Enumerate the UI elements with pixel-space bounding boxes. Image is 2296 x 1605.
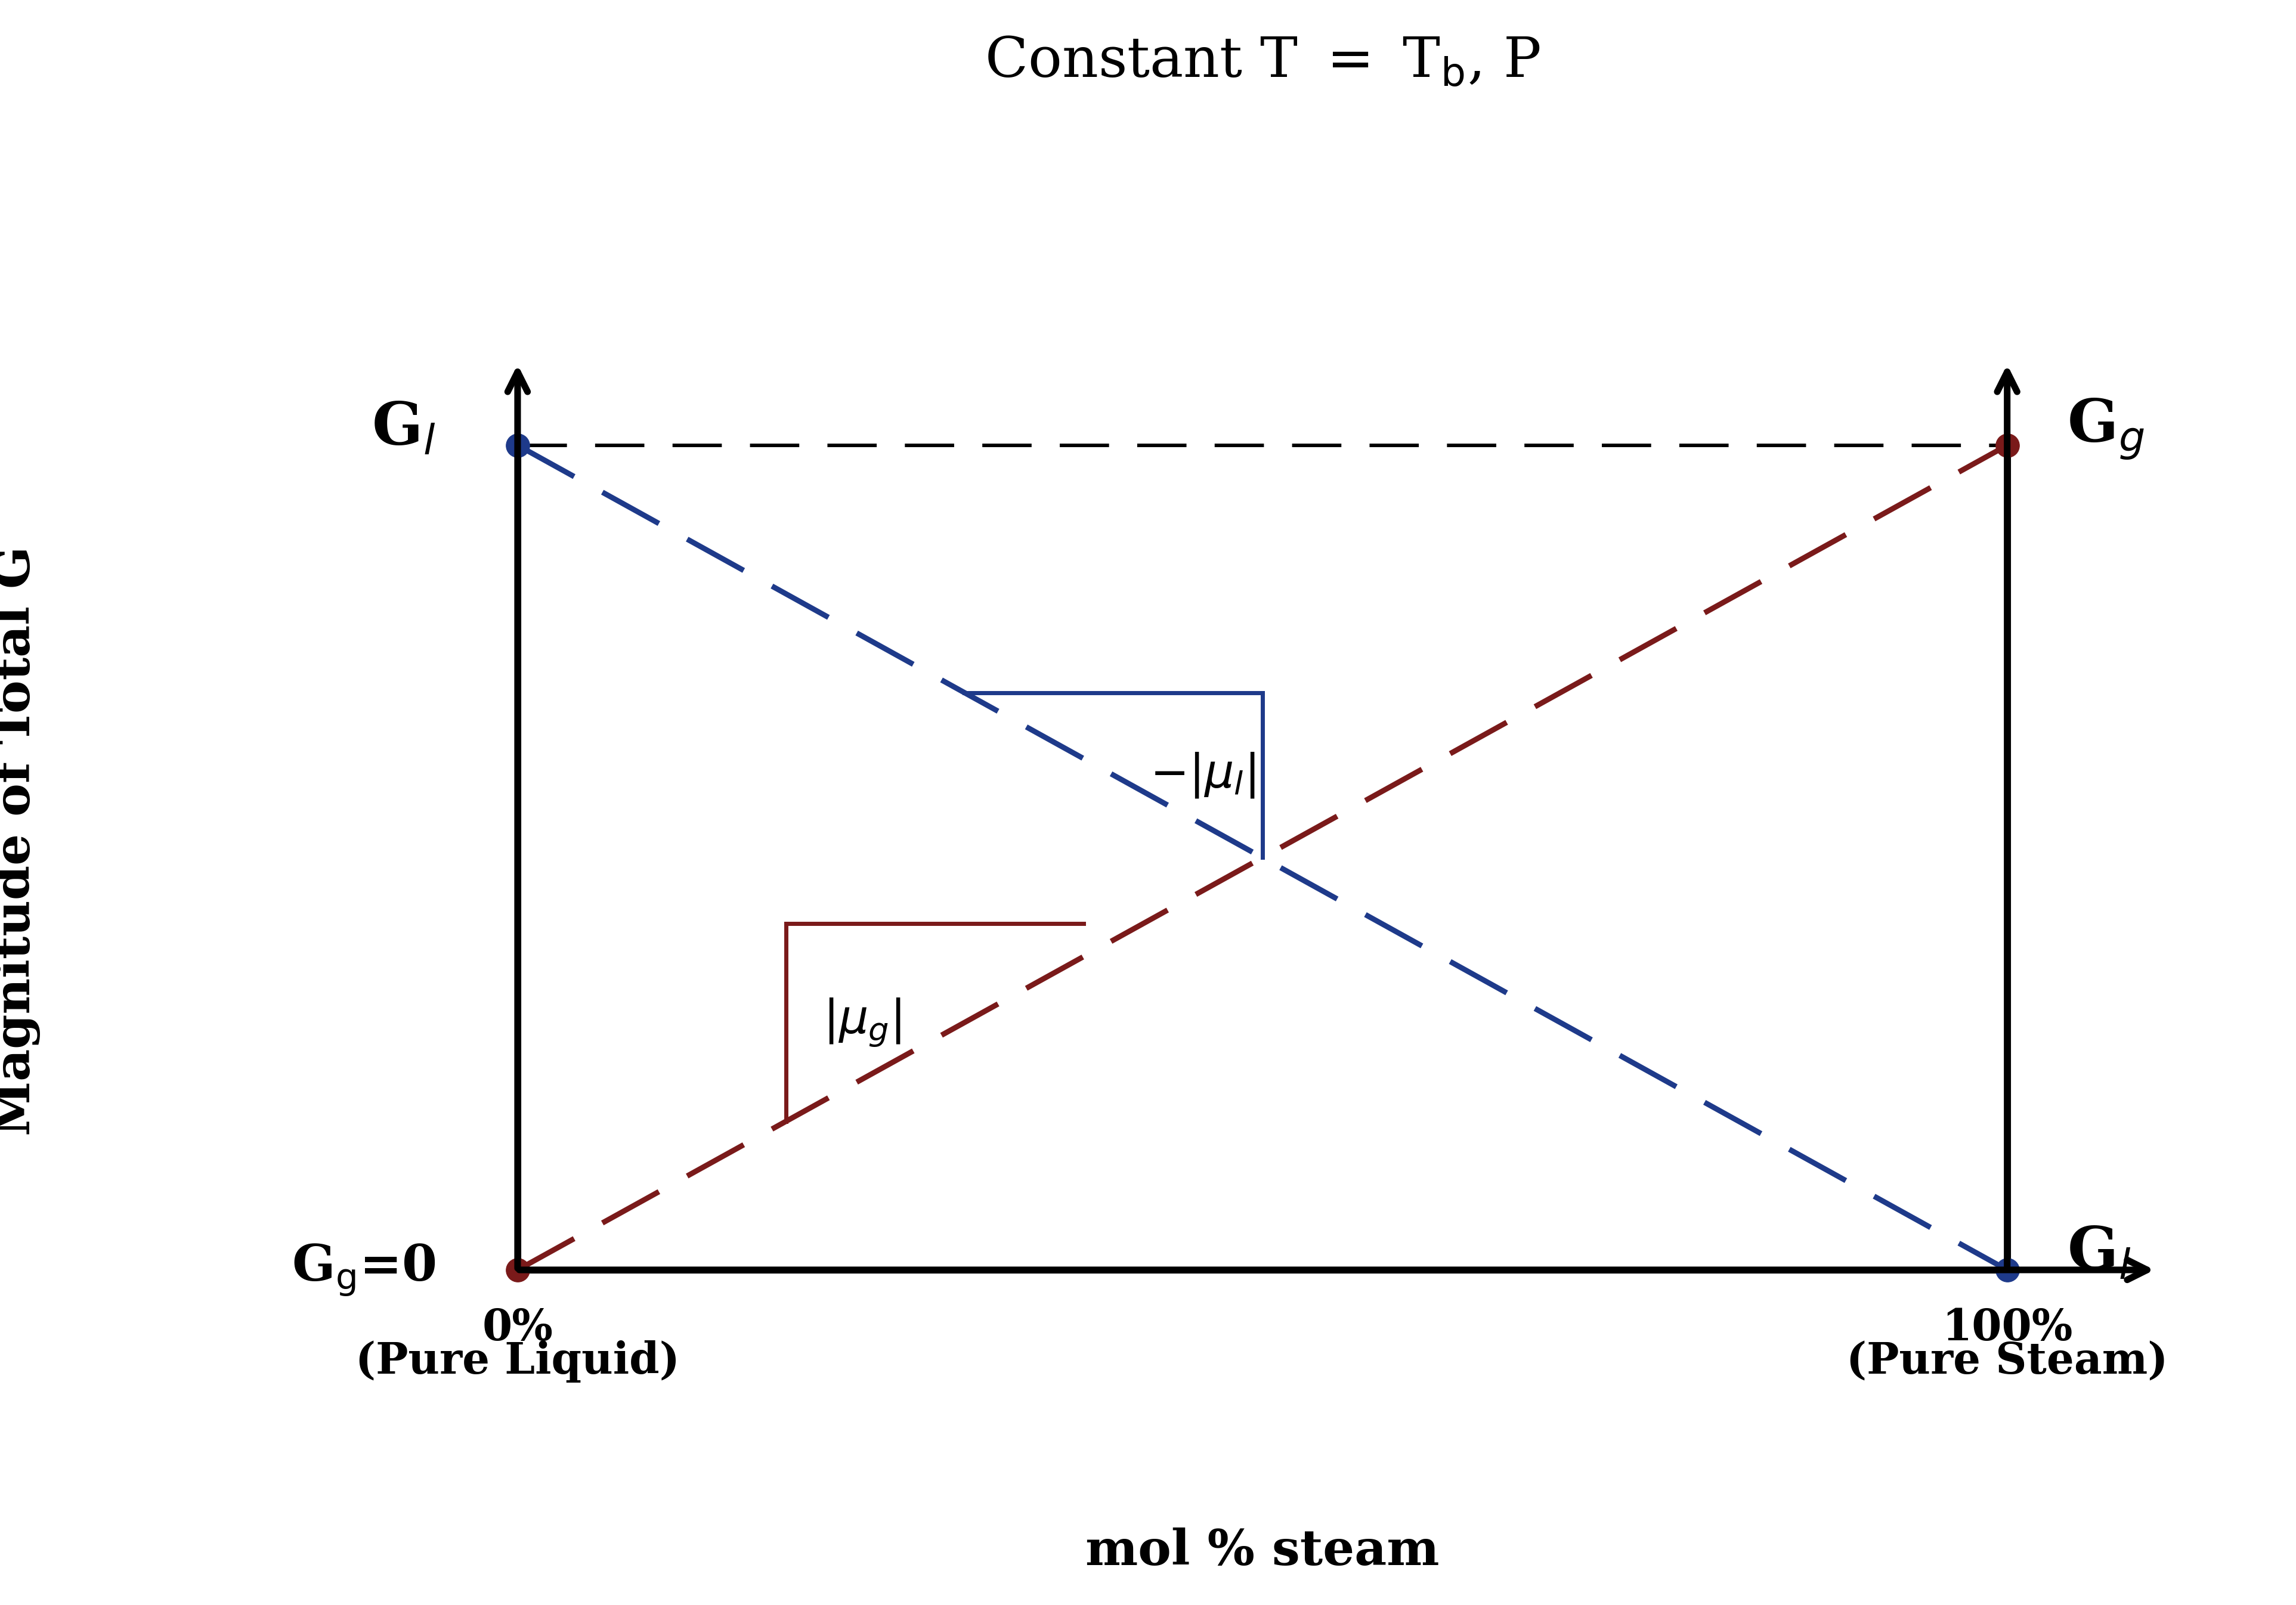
Text: G$_l$: G$_l$ xyxy=(2066,1225,2131,1282)
Text: Magnitude of Total G: Magnitude of Total G xyxy=(0,546,41,1136)
Text: 0%: 0% xyxy=(482,1306,553,1350)
Point xyxy=(498,1257,535,1282)
Point xyxy=(1988,1257,2025,1282)
Text: (Pure Liquid): (Pure Liquid) xyxy=(356,1340,680,1382)
Text: G$_g$: G$_g$ xyxy=(2066,396,2144,461)
Text: (Pure Steam): (Pure Steam) xyxy=(1846,1340,2167,1382)
Text: G$_\mathrm{g}$=0: G$_\mathrm{g}$=0 xyxy=(292,1242,436,1297)
Point xyxy=(498,432,535,457)
Text: G$_l$: G$_l$ xyxy=(372,400,436,457)
Text: $|\mu_g|$: $|\mu_g|$ xyxy=(822,997,900,1048)
Text: 100%: 100% xyxy=(1942,1306,2073,1350)
Text: mol % steam: mol % steam xyxy=(1086,1528,1440,1575)
Text: Constant T $=$ T$_\mathrm{b}$, P: Constant T $=$ T$_\mathrm{b}$, P xyxy=(985,35,1541,88)
Text: $-|\mu_l|$: $-|\mu_l|$ xyxy=(1150,751,1256,799)
Point xyxy=(1988,432,2025,457)
